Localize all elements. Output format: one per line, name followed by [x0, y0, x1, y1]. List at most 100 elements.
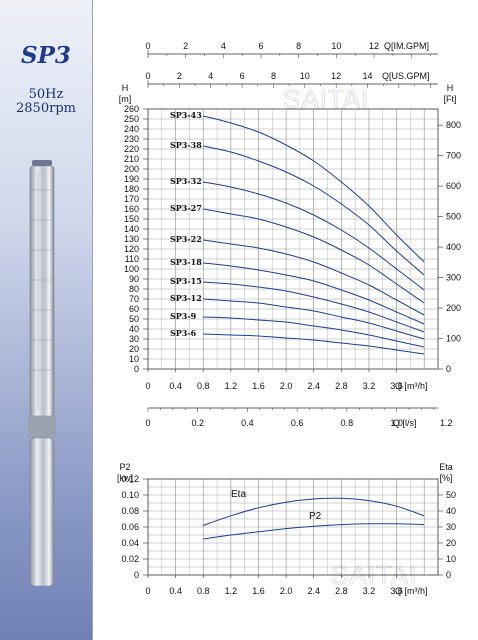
y-axis-label: [kw] — [117, 473, 133, 483]
x-tick-label: 3.6 — [390, 381, 403, 391]
y-tick-label: 0 — [134, 364, 139, 374]
x-tick-label: 0.4 — [169, 586, 182, 596]
ls-tick-label: 0.2 — [191, 418, 204, 428]
x-tick-label: 2.0 — [280, 586, 293, 596]
y-tick-label: 120 — [124, 244, 139, 254]
x-tick-label: 2.4 — [307, 381, 320, 391]
y-tick-label: 140 — [124, 224, 139, 234]
x-axis-label: Q [m³/h] — [395, 381, 428, 391]
curve-label: SP3-32 — [170, 176, 202, 186]
top-tick-label: 12 — [331, 71, 341, 81]
x-tick-label: 1.2 — [225, 381, 238, 391]
head-curve-sp3-15 — [203, 281, 425, 333]
x-tick-label: 1.6 — [252, 586, 265, 596]
y-tick-label: 90 — [129, 274, 139, 284]
y-tick-label: 70 — [129, 294, 139, 304]
top-tick-label: 8 — [296, 41, 301, 51]
y-tick-label: 0.02 — [121, 554, 139, 564]
curve-label: SP3-15 — [170, 276, 202, 286]
y-right-tick-label: 200 — [446, 303, 461, 313]
y-tick-label: 170 — [124, 194, 139, 204]
x-tick-label: 0.8 — [197, 586, 210, 596]
y-right-tick-label: 100 — [446, 334, 461, 344]
x-tick-label: 0.8 — [197, 381, 210, 391]
top-tick-label: 2 — [177, 71, 182, 81]
y-tick-label: 100 — [124, 264, 139, 274]
y-right-tick-label: 700 — [446, 151, 461, 161]
y-tick-label: 0.04 — [121, 538, 139, 548]
head-curve-sp3-27 — [203, 208, 425, 304]
y-right-tick-label: 0 — [446, 570, 451, 580]
y-tick-label: 110 — [125, 254, 139, 264]
top-tick-label: 4 — [208, 71, 213, 81]
y-tick-label: 160 — [124, 204, 139, 214]
ls-tick-label: 1.2 — [440, 418, 453, 428]
curve-label: SP3-6 — [170, 328, 197, 338]
watermark-text: SAITAI — [283, 84, 369, 114]
y-right-tick-label: 50 — [446, 490, 456, 500]
y-right-tick-label: 300 — [446, 273, 461, 283]
y-tick-label: 50 — [129, 314, 139, 324]
y-axis-label: H — [122, 83, 129, 93]
top-tick-label: 6 — [240, 71, 245, 81]
y-tick-label: 10 — [129, 354, 139, 364]
y-tick-label: 20 — [129, 344, 139, 354]
top-tick-label: 4 — [221, 41, 226, 51]
curve-label: SP3-22 — [170, 234, 202, 244]
y-tick-label: 40 — [129, 324, 139, 334]
top-tick-label: 12 — [369, 41, 379, 51]
y-right-tick-label: 20 — [446, 538, 456, 548]
x-tick-label: 0 — [145, 381, 150, 391]
top-tick-label: 0 — [145, 41, 150, 51]
frequency-label: 50Hz — [28, 87, 64, 102]
y-tick-label: 240 — [124, 124, 139, 134]
head-curve-sp3-38 — [203, 145, 425, 276]
pump-image — [28, 160, 56, 587]
eta-series-label: Eta — [231, 489, 246, 500]
head-curve-sp3-22 — [203, 239, 425, 316]
curve-label: SP3-12 — [170, 293, 202, 303]
top-tick-label: 6 — [259, 41, 264, 51]
y-right-tick-label: 0 — [446, 364, 451, 374]
y-tick-label: 220 — [124, 144, 139, 154]
top-axis-label: Q[IM.GPM] — [384, 41, 429, 51]
eta-curve — [203, 497, 425, 526]
curve-label: SP3-38 — [170, 140, 202, 150]
p2-curve — [203, 523, 425, 540]
y-tick-label: 260 — [124, 104, 139, 114]
y-tick-label: 230 — [124, 134, 139, 144]
y-right-tick-label: 40 — [446, 506, 456, 516]
head-curve-sp3-9 — [203, 316, 425, 348]
y-right-tick-label: 10 — [446, 554, 456, 564]
x-tick-label: 0 — [145, 586, 150, 596]
y-tick-label: 0 — [134, 570, 139, 580]
x-tick-label: 3.2 — [363, 586, 376, 596]
y-tick-label: 190 — [124, 174, 139, 184]
x-tick-label: 3.6 — [390, 586, 403, 596]
ls-tick-label: 0.6 — [291, 418, 304, 428]
ls-axis-label: Q [l/s] — [393, 418, 417, 428]
y-right-axis-label: [%] — [439, 473, 452, 483]
x-tick-label: 3.2 — [363, 381, 376, 391]
y-tick-label: 250 — [124, 114, 139, 124]
y-tick-label: 0.10 — [121, 490, 139, 500]
y-tick-label: 200 — [124, 164, 139, 174]
y-tick-label: 0.08 — [121, 506, 139, 516]
head-curve-sp3-12 — [203, 298, 425, 340]
x-tick-label: 2.8 — [335, 381, 348, 391]
y-tick-label: 80 — [129, 284, 139, 294]
y-tick-label: 180 — [124, 184, 139, 194]
top-axis-label: Q[US.GPM] — [382, 71, 430, 81]
y-tick-label: 0.06 — [121, 522, 139, 532]
p2-series-label: P2 — [309, 511, 322, 522]
x-axis-label: Q [m³/h] — [395, 586, 428, 596]
y-right-tick-label: 500 — [446, 212, 461, 222]
y-tick-label: 60 — [129, 304, 139, 314]
head-curve-sp3-43 — [203, 115, 425, 263]
head-curve-sp3-6 — [203, 333, 425, 355]
model-title: SP3 — [21, 42, 71, 69]
x-tick-label: 2.4 — [307, 586, 320, 596]
top-tick-label: 8 — [271, 71, 276, 81]
curve-label: SP3-27 — [170, 203, 202, 213]
head-curve-sp3-18 — [203, 262, 425, 325]
